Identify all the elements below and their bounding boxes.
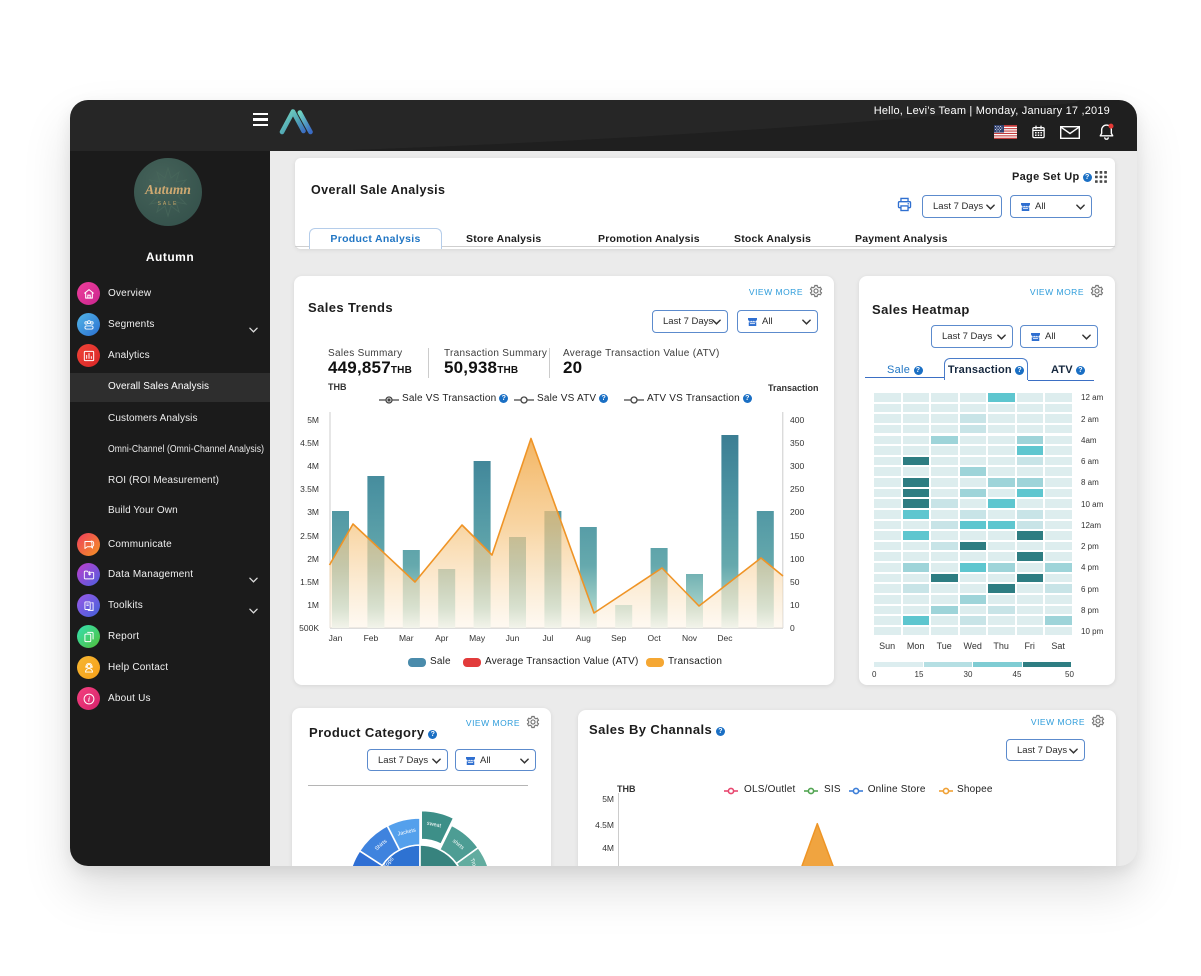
svg-text:sweat: sweat bbox=[426, 821, 442, 830]
svg-text:Trousers: Trousers bbox=[468, 858, 481, 866]
svg-text:SALE: SALE bbox=[158, 201, 179, 207]
svg-text:Tops: Tops bbox=[383, 856, 396, 866]
svg-text:i: i bbox=[88, 695, 90, 703]
svg-text:Autumn: Autumn bbox=[144, 182, 191, 197]
svg-text:Jackets: Jackets bbox=[397, 827, 417, 837]
